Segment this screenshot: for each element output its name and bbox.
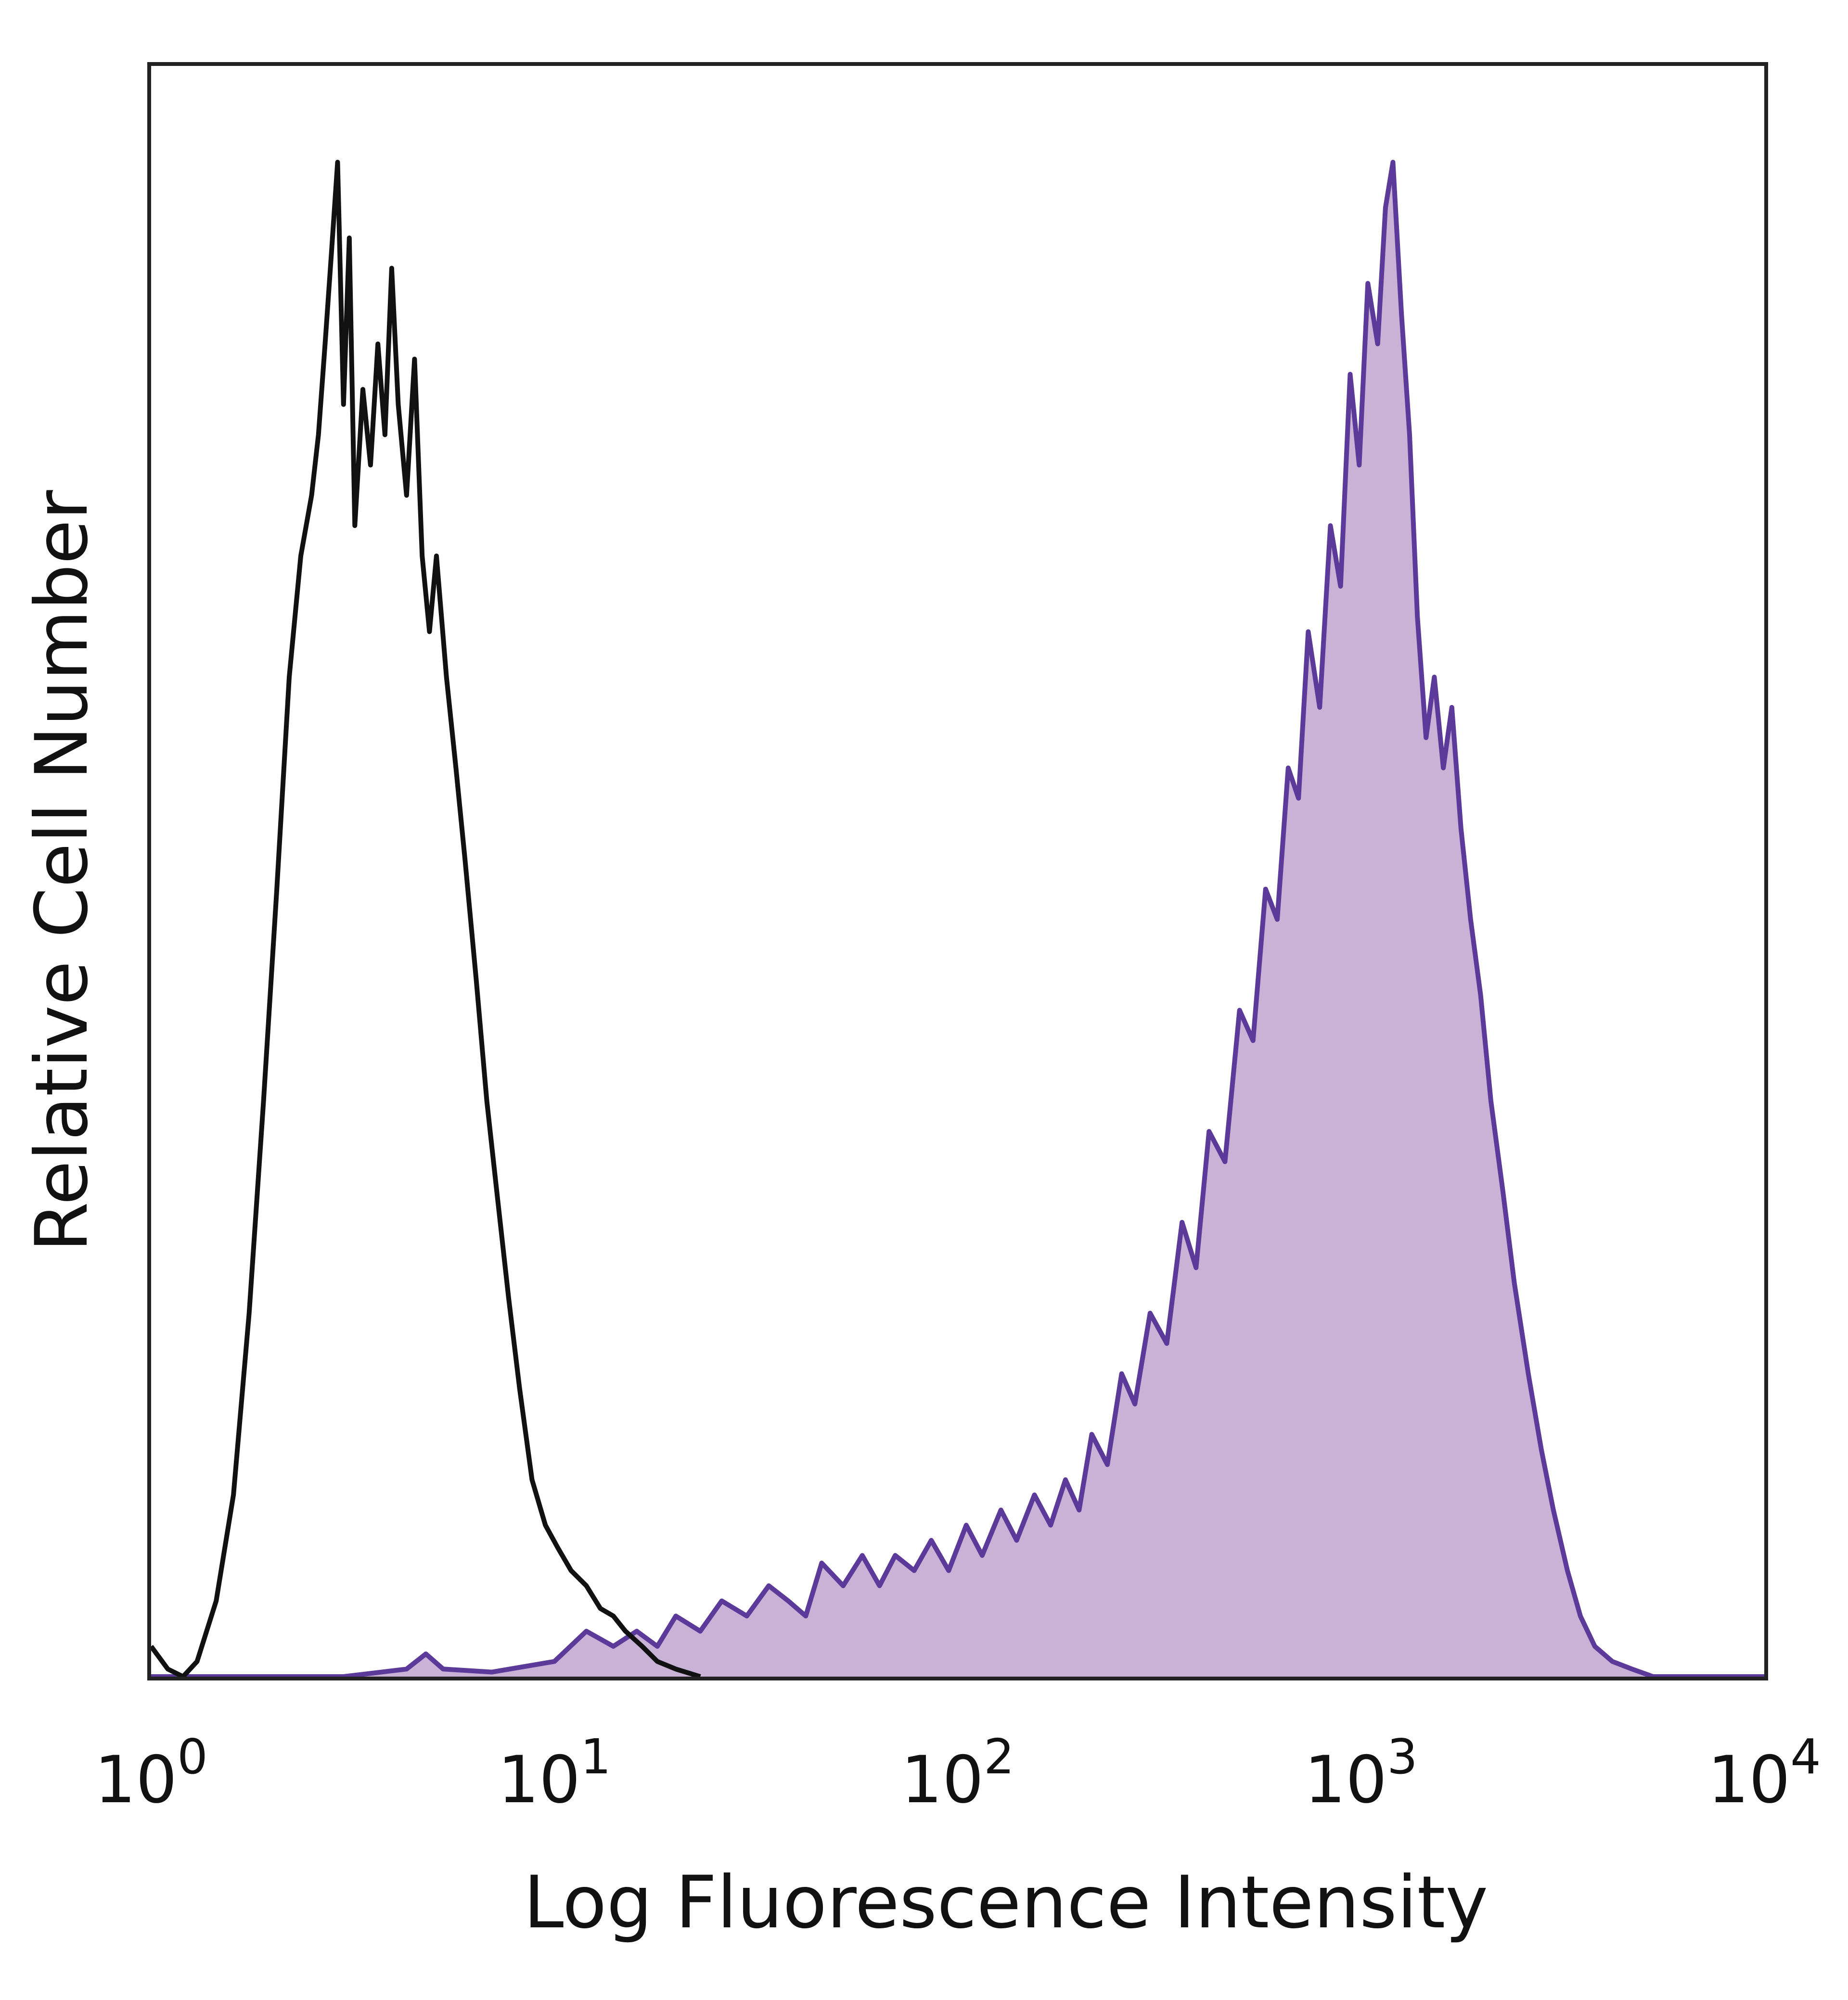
x-tick-label: 104 — [1707, 1729, 1821, 1818]
x-axis-label: Log Fluorescence Intensity — [524, 1861, 1488, 1945]
y-axis-label: Relative Cell Number — [20, 490, 104, 1252]
x-tick-labels: 100 101 102 103 104 — [94, 1729, 1821, 1818]
x-tick-exponent: 4 — [1790, 1729, 1821, 1785]
x-tick-base: 10 — [1707, 1742, 1790, 1818]
x-tick-exponent: 1 — [580, 1729, 611, 1785]
x-tick-base: 10 — [1304, 1742, 1387, 1818]
x-tick-exponent: 0 — [177, 1729, 208, 1785]
x-tick-label: 103 — [1304, 1729, 1417, 1818]
series-0-line — [149, 160, 701, 1679]
x-tick-exponent: 3 — [1387, 1729, 1418, 1785]
x-tick-label: 101 — [498, 1729, 611, 1818]
x-tick-base: 10 — [901, 1742, 984, 1818]
series-1-line — [151, 160, 1764, 1679]
series-1-fill — [151, 162, 1764, 1677]
x-tick-label: 100 — [94, 1729, 207, 1818]
x-tick-base: 10 — [498, 1742, 580, 1818]
x-tick-label: 102 — [901, 1729, 1014, 1818]
x-tick-exponent: 2 — [984, 1729, 1014, 1785]
series-layer — [149, 160, 1764, 1679]
x-tick-base: 10 — [94, 1742, 177, 1818]
plot-frame — [147, 62, 1768, 1680]
